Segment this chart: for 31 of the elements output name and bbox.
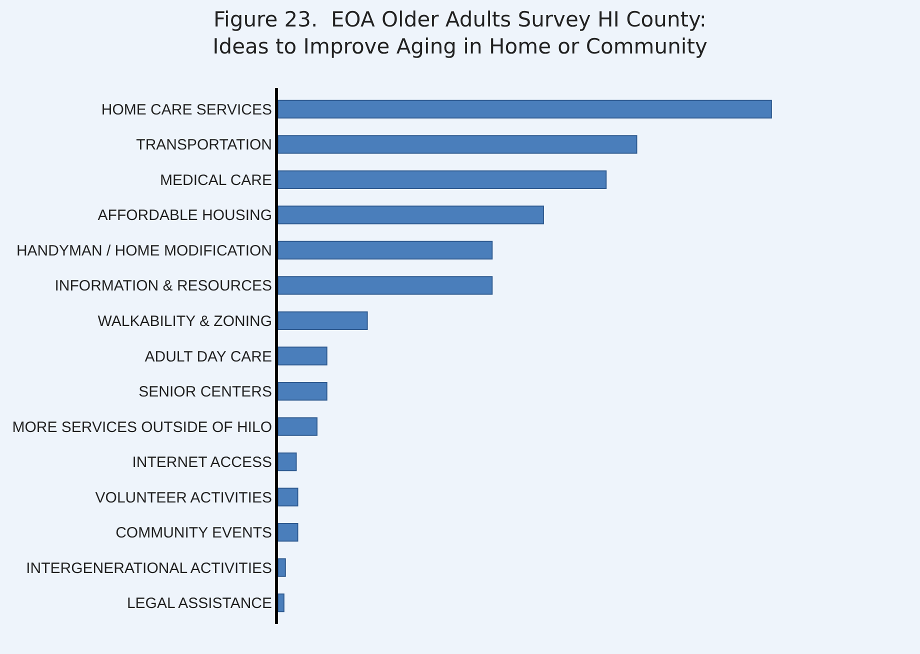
y-tick-label: HOME CARE SERVICES — [101, 101, 272, 118]
y-tick-label: INTERGENERATIONAL ACTIVITIES — [26, 560, 272, 577]
bar — [278, 240, 493, 260]
bar — [278, 417, 318, 436]
bar — [278, 135, 638, 154]
bar — [278, 452, 297, 472]
bar — [278, 100, 772, 118]
chart-title: Figure 23. EOA Older Adults Survey HI County: Ideas to Improve Aging in Home or Community — [212, 7, 708, 59]
y-tick-label: LEGAL ASSISTANCE — [126, 595, 272, 612]
y-tick-label: ADULT DAY CARE — [144, 348, 272, 366]
y-tick-label: INFORMATION & RESOURCES — [54, 278, 272, 295]
y-tick-label: COMMUNITY EVENTS — [116, 524, 272, 542]
bar — [278, 346, 328, 366]
bar — [278, 311, 368, 330]
bar — [278, 488, 298, 506]
bar — [278, 558, 286, 577]
bar — [278, 594, 284, 612]
y-tick-label: WALKABILITY & ZONING — [98, 312, 272, 330]
bar — [278, 523, 298, 542]
bar — [278, 170, 607, 189]
bar — [278, 206, 544, 224]
y-tick-label: HANDYMAN / HOME MODIFICATION — [16, 242, 272, 260]
y-tick-label: MORE SERVICES OUTSIDE OF HILO — [12, 418, 272, 436]
y-tick-label: INTERNET ACCESS — [132, 454, 272, 472]
y-tick-label: TRANSPORTATION — [136, 136, 272, 154]
bar — [278, 276, 493, 295]
bar — [278, 382, 328, 401]
y-tick-label: SENIOR CENTERS — [138, 384, 272, 401]
y-tick-label: AFFORDABLE HOUSING — [98, 207, 272, 224]
y-tick-label: VOLUNTEER ACTIVITIES — [95, 489, 272, 506]
y-tick-label: MEDICAL CARE — [160, 172, 272, 189]
